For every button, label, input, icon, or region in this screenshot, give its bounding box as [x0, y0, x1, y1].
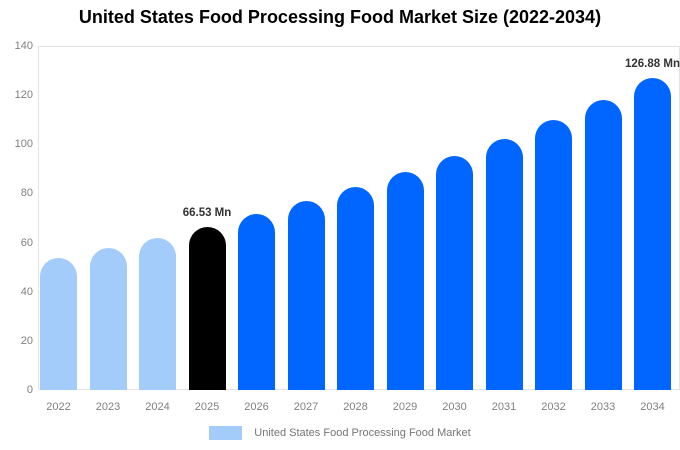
x-axis-label-2026: 2026	[244, 401, 269, 413]
y-tick-label-140: 140	[14, 40, 33, 52]
bar-2028[interactable]	[337, 187, 374, 390]
x-axis-label-2024: 2024	[145, 401, 170, 413]
legend-swatch	[209, 426, 243, 440]
x-axis-label-2033: 2033	[590, 401, 616, 413]
x-axis-label-2030: 2030	[442, 401, 467, 413]
x-axis-label-2032: 2032	[541, 401, 566, 413]
bar-2031[interactable]	[485, 138, 523, 390]
y-tick-label-60: 60	[20, 236, 33, 249]
x-axis-label-2022: 2022	[46, 401, 71, 413]
x-axis-label-2027: 2027	[293, 401, 319, 413]
bar-2029[interactable]	[386, 172, 424, 390]
legend-label: United States Food Processing Food Marke…	[254, 427, 471, 439]
x-axis-label-2031: 2031	[491, 401, 517, 413]
x-axis-label-2029: 2029	[392, 401, 418, 413]
legend[interactable]: United States Food Processing Food Marke…	[0, 425, 680, 441]
bar-2034[interactable]	[634, 78, 671, 390]
bar-2026[interactable]	[238, 214, 275, 390]
y-tick-label-100: 100	[14, 138, 33, 151]
y-tick-label-40: 40	[20, 285, 33, 298]
x-axis-label-2023: 2023	[95, 401, 121, 413]
bar-2033[interactable]	[584, 99, 622, 390]
x-axis-label-2034: 2034	[640, 401, 665, 413]
x-axis-label-2025: 2025	[194, 401, 220, 413]
bar-2032[interactable]	[535, 119, 572, 390]
value-label-2034: 126.88 Mn	[625, 58, 680, 71]
bar-2030[interactable]	[436, 156, 473, 390]
bar-2027[interactable]	[287, 201, 325, 390]
chart-title: United States Food Processing Food Marke…	[78, 7, 602, 27]
bar-2024[interactable]	[139, 237, 176, 390]
y-tick-label-120: 120	[14, 89, 33, 102]
y-tick-label-80: 80	[20, 187, 33, 200]
y-tick-label-0: 0	[26, 384, 33, 396]
y-tick-label-20: 20	[20, 334, 33, 347]
x-axis-label-2028: 2028	[343, 401, 368, 413]
bar-2022[interactable]	[40, 258, 77, 390]
bar-2025[interactable]	[188, 226, 226, 390]
value-label-2025: 66.53 Mn	[182, 206, 232, 219]
bar-2023[interactable]	[89, 248, 127, 390]
